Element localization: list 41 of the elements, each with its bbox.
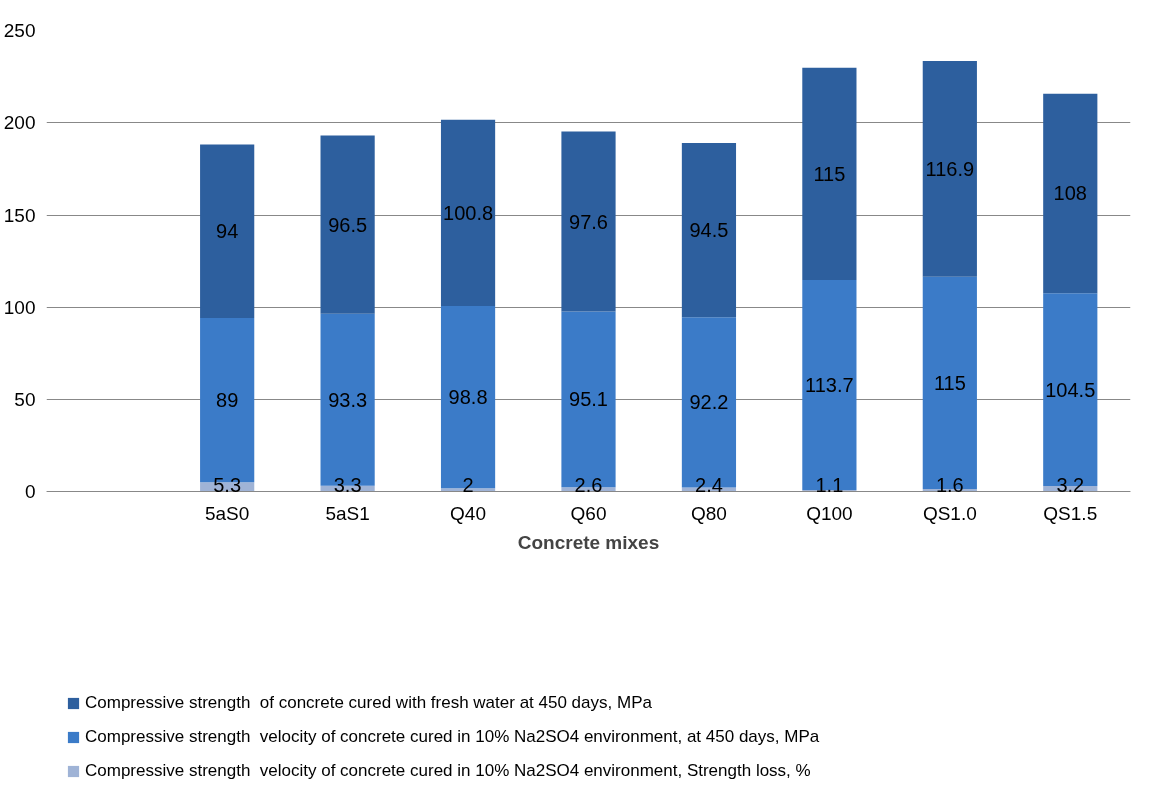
data-label: 96.5	[328, 213, 368, 236]
legend-label: Compressive strength velocity of concrete cured in 10% Na2SO4 environment, Strength loss, %	[85, 761, 811, 781]
data-label: 104.5	[1045, 378, 1096, 401]
x-tick-label: 5aS0	[204, 502, 250, 524]
data-label: 94	[216, 220, 239, 243]
data-label: 1.6	[935, 473, 964, 496]
x-tick-label: QS1.5	[1043, 502, 1098, 524]
x-tick-label: QS1.0	[922, 502, 977, 524]
y-tick-label: 250	[3, 20, 36, 41]
data-label: 5.3	[213, 473, 242, 496]
data-label: 2.6	[574, 473, 603, 496]
data-label: 3.3	[333, 473, 362, 496]
y-tick-label: 0	[24, 481, 36, 503]
data-label: 92.2	[689, 391, 729, 414]
legend-label: Compressive strength velocity of concrete cured in 10% Na2SO4 environment, at 450 days, MPa	[85, 727, 820, 747]
data-label: 97.6	[569, 210, 608, 233]
data-label: 116.9	[925, 157, 975, 180]
x-tick-label: Q40	[450, 502, 487, 524]
data-label: 95.1	[569, 388, 608, 411]
x-axis-title: Concrete mixes	[517, 531, 660, 553]
data-label: 93.3	[328, 388, 368, 411]
data-label: 115	[813, 162, 846, 185]
x-tick-label: Q100	[806, 502, 853, 524]
data-label: 94.5	[689, 219, 729, 242]
y-tick-label: 200	[3, 112, 36, 134]
data-label: 115	[933, 371, 966, 394]
data-label: 98.8	[448, 386, 488, 409]
data-label: 2	[462, 473, 474, 496]
x-tick-label: Q60	[570, 502, 607, 524]
legend-label: Compressive strength of concrete cured with fresh water at 450 days, MPa	[85, 693, 652, 713]
data-label: 89	[216, 389, 239, 412]
data-label: 108	[1053, 182, 1087, 205]
y-tick-label: 50	[14, 389, 36, 411]
y-tick-label: 100	[3, 296, 36, 318]
x-tick-label: Q80	[690, 502, 727, 524]
data-label: 2.4	[695, 473, 723, 496]
data-label: 113.7	[805, 373, 854, 396]
x-tick-label: 5aS1	[325, 502, 370, 524]
y-tick-label: 150	[3, 204, 36, 226]
data-label: 100.8	[443, 201, 494, 224]
data-label: 3.2	[1056, 473, 1085, 496]
